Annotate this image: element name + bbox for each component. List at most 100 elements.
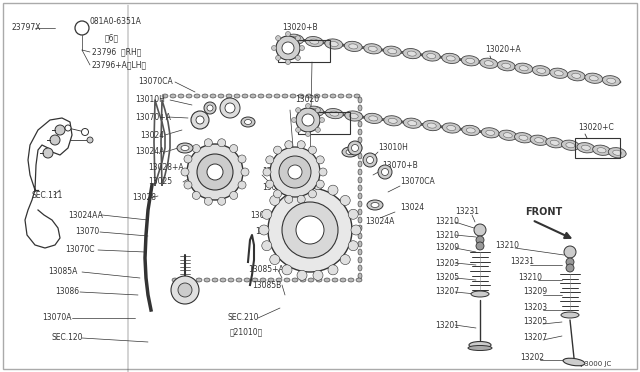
Text: 23797X: 23797X [12,23,42,32]
Ellipse shape [567,71,585,81]
Ellipse shape [364,44,381,54]
Ellipse shape [276,278,282,282]
Ellipse shape [292,278,298,282]
Circle shape [241,168,249,176]
Circle shape [319,168,327,176]
Ellipse shape [241,117,255,127]
Ellipse shape [358,249,362,255]
Circle shape [308,146,316,154]
Circle shape [367,157,374,164]
Ellipse shape [291,37,300,42]
Circle shape [285,195,292,203]
Ellipse shape [172,278,178,282]
Text: 13210: 13210 [495,241,519,250]
Circle shape [187,144,243,200]
Circle shape [196,116,204,124]
Text: 13024: 13024 [400,203,424,212]
Circle shape [285,60,291,64]
Ellipse shape [486,130,495,135]
Ellipse shape [383,46,401,56]
Text: 13028+A: 13028+A [148,164,184,173]
Ellipse shape [612,150,621,155]
Circle shape [197,154,233,190]
Ellipse shape [358,121,362,127]
Ellipse shape [354,94,360,98]
Circle shape [348,141,362,155]
Text: 13210: 13210 [435,218,459,227]
Text: 13025: 13025 [262,183,286,192]
Text: SEC.210: SEC.210 [228,314,259,323]
Ellipse shape [358,137,362,143]
Text: 13010H: 13010H [378,144,408,153]
Ellipse shape [226,94,232,98]
Circle shape [316,156,324,164]
Ellipse shape [561,312,579,318]
Ellipse shape [423,121,441,131]
Text: 13020: 13020 [295,96,319,105]
Circle shape [328,185,338,195]
Ellipse shape [484,61,493,66]
Ellipse shape [310,109,319,114]
Ellipse shape [546,138,564,148]
Ellipse shape [210,94,216,98]
Ellipse shape [322,94,328,98]
Ellipse shape [286,34,304,44]
Text: 13028+A: 13028+A [255,228,291,237]
Circle shape [282,42,294,54]
Ellipse shape [170,94,176,98]
Ellipse shape [364,113,382,124]
Text: 13024A: 13024A [365,218,394,227]
Text: 13085+A: 13085+A [248,266,284,275]
Ellipse shape [181,145,189,151]
Text: 13209: 13209 [523,288,547,296]
Text: 13070A: 13070A [42,314,72,323]
Ellipse shape [577,142,595,153]
Circle shape [305,103,310,109]
Ellipse shape [329,41,338,46]
Circle shape [273,146,282,154]
Text: 13207: 13207 [435,288,459,296]
Ellipse shape [252,278,258,282]
Text: 13205: 13205 [523,317,547,327]
Ellipse shape [290,94,296,98]
Ellipse shape [572,73,580,78]
Ellipse shape [282,94,288,98]
Circle shape [266,180,274,188]
Ellipse shape [502,63,511,68]
Circle shape [291,118,296,122]
Ellipse shape [607,78,616,83]
Ellipse shape [388,49,397,54]
Ellipse shape [358,257,362,263]
Text: 〈6〉: 〈6〉 [105,33,119,42]
Ellipse shape [388,118,397,124]
Ellipse shape [340,278,346,282]
Ellipse shape [550,140,559,145]
Ellipse shape [332,278,338,282]
Ellipse shape [344,41,362,51]
Ellipse shape [428,123,436,128]
Ellipse shape [602,76,620,86]
Ellipse shape [324,39,342,49]
Ellipse shape [358,129,362,135]
Text: 13086: 13086 [55,288,79,296]
Ellipse shape [461,56,479,66]
Text: 13085B: 13085B [252,280,281,289]
Ellipse shape [503,133,512,138]
Ellipse shape [446,56,455,61]
Ellipse shape [358,265,362,271]
Ellipse shape [298,94,304,98]
Text: 13024A: 13024A [135,148,164,157]
Circle shape [296,55,300,60]
Circle shape [316,108,321,113]
Ellipse shape [358,145,362,151]
Ellipse shape [188,278,194,282]
Ellipse shape [162,94,168,98]
Circle shape [230,145,237,153]
Text: SEC.120: SEC.120 [52,334,83,343]
Circle shape [81,128,88,135]
Ellipse shape [358,97,362,103]
Ellipse shape [266,94,272,98]
Ellipse shape [345,111,363,121]
Circle shape [220,98,240,118]
Text: 13203: 13203 [435,259,459,267]
